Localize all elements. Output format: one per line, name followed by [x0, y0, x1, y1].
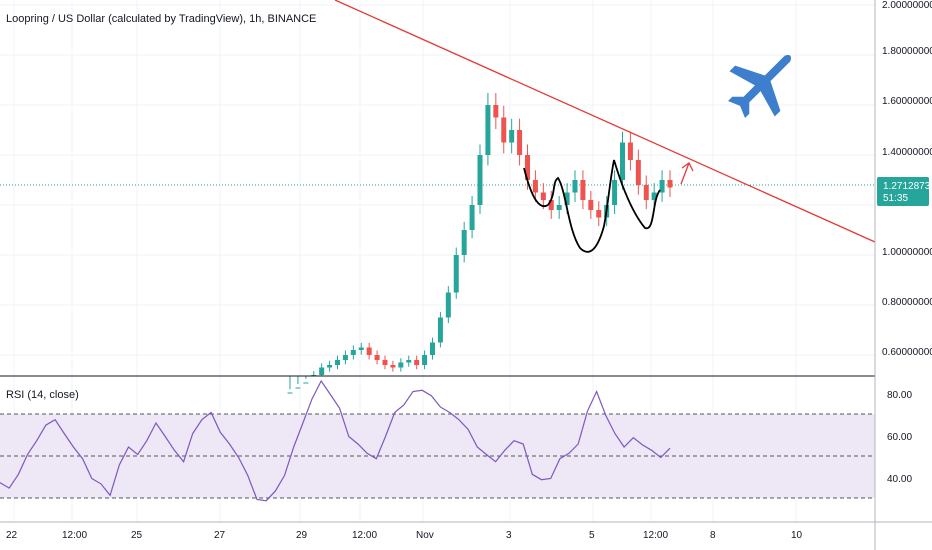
price-tick-label: 1.60000000 — [882, 96, 932, 107]
candle-body — [643, 185, 649, 200]
price-tick-label: 1.00000000 — [882, 247, 932, 258]
candle-body — [422, 355, 428, 365]
price-tick-label: 1.40000000 — [882, 147, 932, 158]
candle-body — [437, 317, 443, 343]
candle-body — [627, 142, 633, 160]
time-axis[interactable]: 22 12:00 25 27 29 12:00 Nov 3 5 12:00 8 … — [6, 530, 803, 541]
time-tick-label: 29 — [296, 530, 308, 541]
candle-body — [612, 180, 618, 205]
candle-body — [540, 192, 546, 200]
candle-body — [501, 117, 507, 143]
time-tick-label: 12:00 — [643, 530, 668, 541]
current-price-tag: 1.27128738 51:35 — [877, 177, 932, 206]
rsi-tick-label: 80.00 — [887, 390, 912, 401]
rsi-series-line — [0, 379, 671, 502]
time-tick-label: 25 — [131, 530, 143, 541]
candle-body — [548, 200, 554, 210]
candle-body — [477, 155, 483, 205]
candle-body — [445, 292, 451, 318]
candles — [287, 93, 673, 394]
price-tick-label: 0.80000000 — [882, 297, 932, 308]
candle-body — [414, 360, 420, 365]
candle-body — [398, 362, 404, 368]
candle-body — [620, 142, 625, 180]
candle-body — [287, 392, 293, 394]
candle-body — [580, 180, 586, 200]
candle-body — [493, 105, 499, 118]
candle-body — [390, 365, 396, 368]
candle-body — [517, 130, 523, 155]
time-tick-label: 3 — [506, 530, 512, 541]
candle-body — [295, 387, 301, 389]
candle-body — [453, 255, 459, 293]
annotations — [334, 0, 876, 253]
candle-body — [319, 367, 325, 375]
price-tag-background — [877, 177, 929, 206]
candle-body — [350, 350, 356, 355]
candle-body — [564, 192, 570, 205]
rsi-tick-label: 40.00 — [887, 474, 912, 485]
time-tick-label: 27 — [214, 530, 226, 541]
candle-body — [358, 347, 364, 350]
candle-body — [572, 180, 578, 193]
time-tick-label: 12:00 — [352, 530, 377, 541]
countdown-label: 51:35 — [883, 193, 908, 204]
candle-body — [366, 347, 372, 355]
candle-body — [485, 105, 491, 155]
candle-body — [651, 192, 657, 200]
candle-body — [342, 355, 348, 360]
price-tick-label: 1.80000000 — [882, 46, 932, 57]
time-tick-label: Nov — [416, 530, 434, 541]
rsi-title: RSI (14, close) — [6, 389, 79, 401]
time-tick-label: 22 — [6, 530, 18, 541]
candle-body — [509, 130, 515, 143]
candle-body — [461, 230, 467, 255]
airplane-icon — [728, 55, 791, 118]
candle-body — [406, 360, 412, 363]
rsi-line — [0, 379, 671, 502]
chart-title: Loopring / US Dollar (calculated by Trad… — [6, 13, 316, 25]
price-tick-label: 2.00000000 — [882, 0, 932, 11]
current-price-label: 1.27128738 — [883, 181, 932, 192]
trendline — [334, 0, 876, 243]
candle-body — [303, 382, 309, 384]
rsi-band — [0, 413, 875, 499]
candle-body — [532, 180, 538, 193]
airplane-shape — [728, 55, 791, 118]
candle-body — [635, 160, 641, 185]
candle-body — [335, 360, 340, 365]
price-axis[interactable]: 2.00000000 1.80000000 1.60000000 1.40000… — [882, 0, 932, 358]
candle-body — [469, 205, 475, 230]
w-pattern-drawing — [523, 159, 661, 253]
candle-body — [556, 205, 562, 210]
time-tick-label: 10 — [791, 530, 803, 541]
rsi-axis[interactable]: 80.00 60.00 40.00 — [887, 390, 912, 485]
candle-body — [327, 365, 333, 368]
candle-body — [588, 200, 594, 210]
time-tick-label: 8 — [710, 530, 716, 541]
candle-body — [374, 355, 380, 360]
candle-body — [525, 155, 530, 180]
candle-body — [382, 360, 388, 365]
time-tick-label: 12:00 — [62, 530, 87, 541]
price-tick-label: 0.60000000 — [882, 347, 932, 358]
candle-body — [667, 180, 673, 188]
candle-body — [430, 342, 435, 355]
candle-body — [659, 180, 665, 193]
rsi-tick-label: 60.00 — [887, 432, 912, 443]
time-tick-label: 5 — [589, 530, 595, 541]
trend-arrow — [680, 162, 694, 185]
candle-body — [596, 210, 602, 218]
